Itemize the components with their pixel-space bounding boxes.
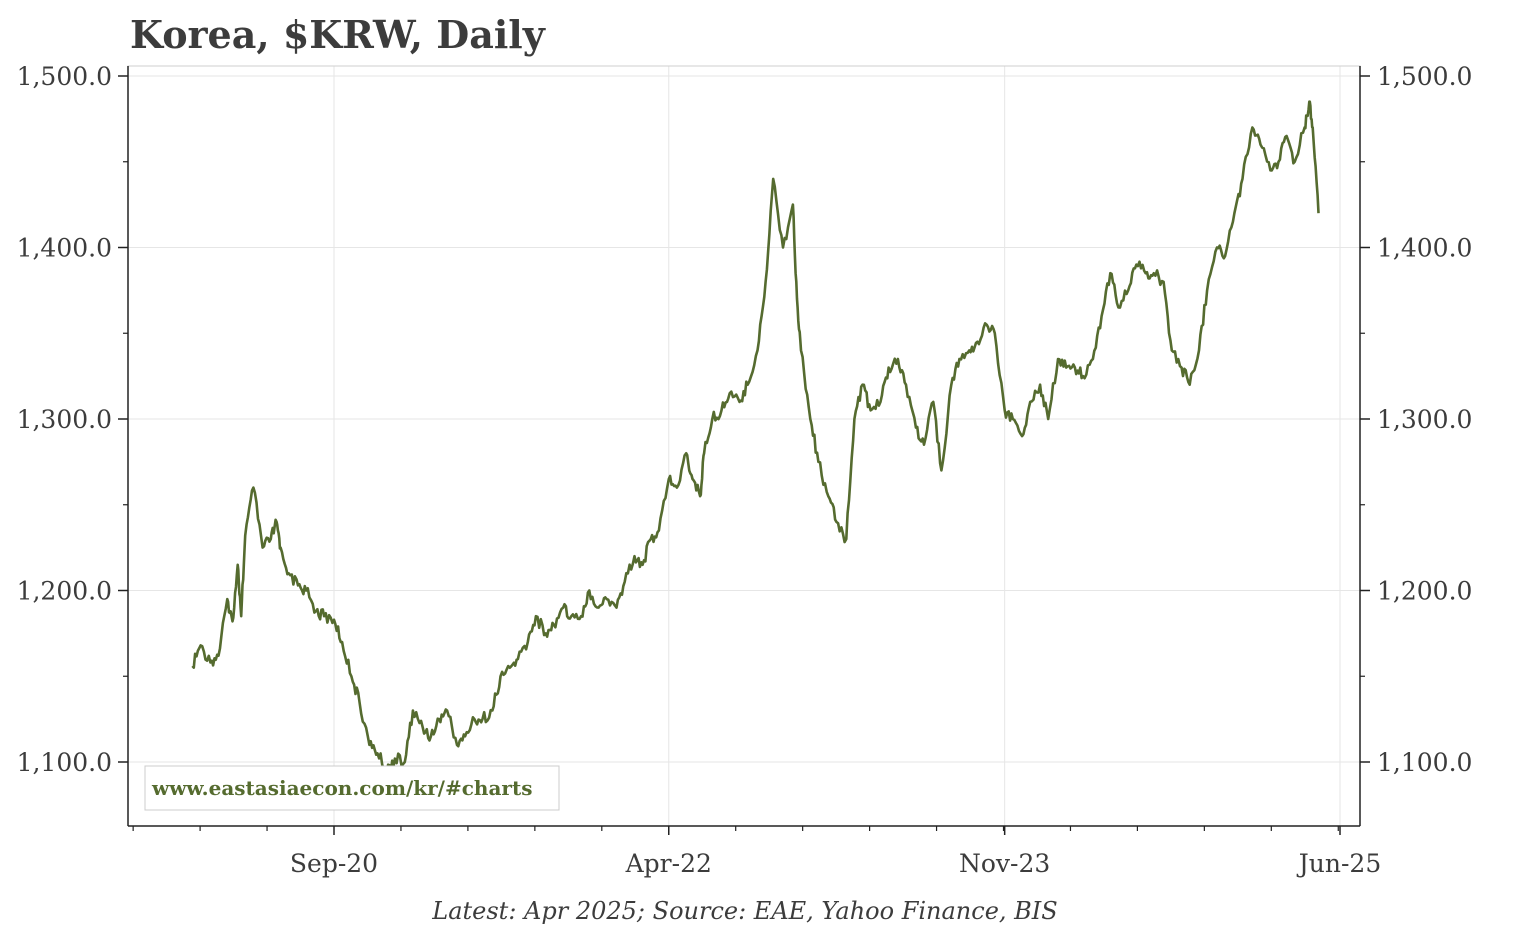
y-tick-label-left: 1,100.0 bbox=[17, 748, 112, 777]
watermark-text: www.eastasiaecon.com/kr/#charts bbox=[151, 776, 532, 800]
plot-frame bbox=[127, 65, 1361, 827]
y-tick-label-right: 1,500.0 bbox=[1377, 62, 1472, 91]
y-tick-label-right: 1,400.0 bbox=[1377, 234, 1472, 263]
y-tick-label-left: 1,200.0 bbox=[17, 577, 112, 606]
x-tick-label: Sep-20 bbox=[290, 849, 378, 878]
y-tick-label-left: 1,500.0 bbox=[17, 62, 112, 91]
chart-title: Korea, $KRW, Daily bbox=[130, 12, 546, 57]
y-tick-label-left: 1,400.0 bbox=[17, 234, 112, 263]
series-layer bbox=[191, 100, 1320, 773]
y-tick-label-left: 1,300.0 bbox=[17, 405, 112, 434]
grid-layer bbox=[128, 66, 1360, 826]
footnote: Latest: Apr 2025; Source: EAE, Yahoo Fin… bbox=[431, 897, 1057, 925]
x-tick-label: Apr-22 bbox=[625, 849, 712, 878]
x-ticks: Sep-20 Apr-22 Nov-23 Jun-25 bbox=[132, 826, 1381, 878]
series-line-0 bbox=[191, 100, 1320, 773]
y-tick-label-right: 1,100.0 bbox=[1377, 748, 1472, 777]
y-tick-label-right: 1,300.0 bbox=[1377, 405, 1472, 434]
watermark-box: www.eastasiaecon.com/kr/#charts bbox=[144, 765, 560, 811]
y-ticks-left: 1,100.0 1,200.0 1,300.0 1,400.0 1,500.0 bbox=[17, 62, 128, 777]
y-tick-label-right: 1,200.0 bbox=[1377, 577, 1472, 606]
y-ticks-right: 1,100.0 1,200.0 1,300.0 1,400.0 1,500.0 bbox=[1360, 62, 1472, 777]
x-tick-label: Nov-23 bbox=[959, 849, 1050, 878]
watermark-frame bbox=[144, 765, 560, 811]
x-tick-label: Jun-25 bbox=[1296, 849, 1381, 878]
